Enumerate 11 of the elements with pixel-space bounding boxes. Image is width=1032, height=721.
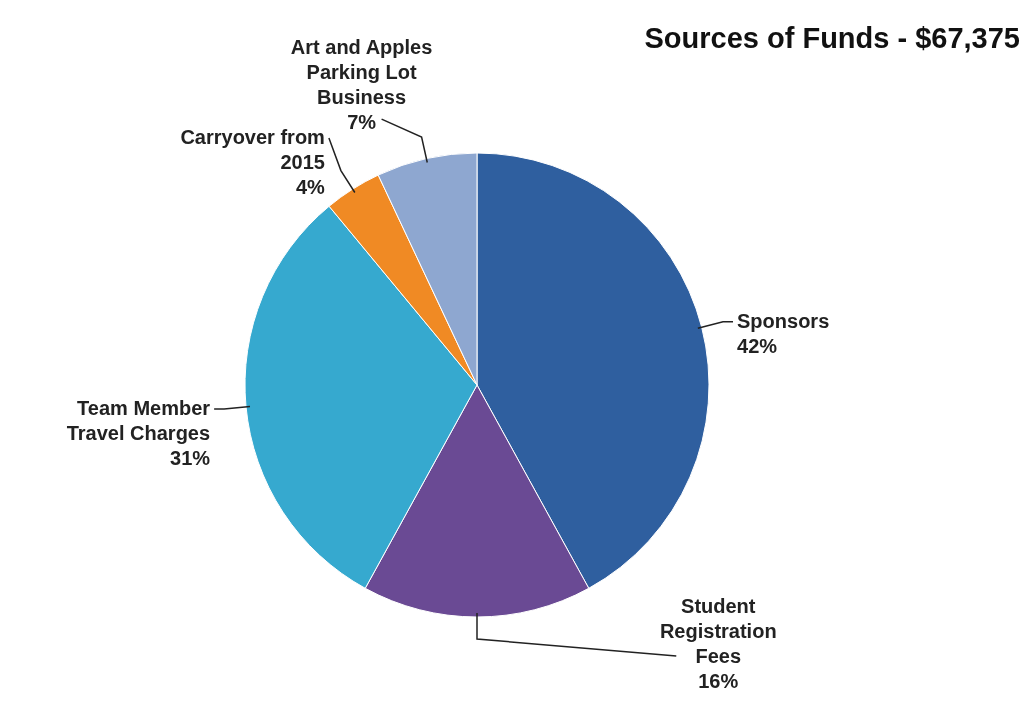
data-label: 7%	[347, 111, 377, 134]
data-label: 16%	[698, 670, 739, 692]
slice-label: Student Registration Fees	[659, 595, 777, 667]
chart-title: Sources of Funds - $67,375	[644, 22, 1020, 55]
data-label: 42%	[737, 334, 778, 357]
data-label: 31%	[170, 446, 211, 469]
slice-label: Sponsors	[737, 309, 830, 332]
slice-label: Team Member Travel Charges	[66, 396, 211, 444]
slice-label: Carryover from 2015	[180, 126, 325, 174]
data-label: 4%	[295, 176, 326, 199]
slice-label: Art and Apples Parking Lot Business	[290, 36, 433, 109]
